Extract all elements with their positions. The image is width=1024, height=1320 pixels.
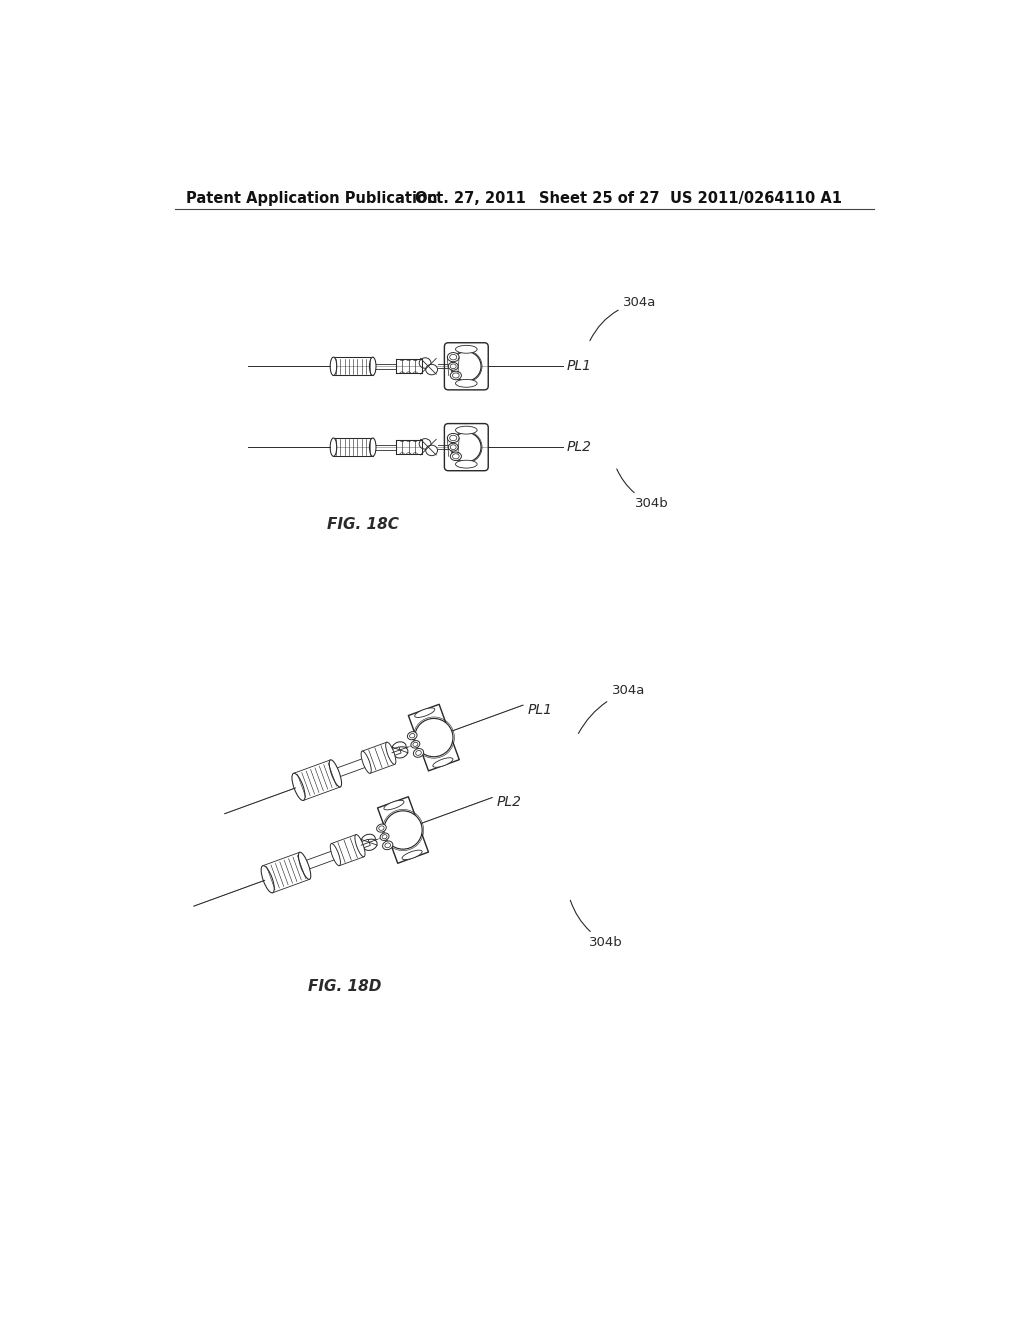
Text: 304a: 304a — [590, 296, 656, 341]
Text: FIG. 18C: FIG. 18C — [327, 516, 399, 532]
Ellipse shape — [355, 834, 365, 857]
Ellipse shape — [449, 363, 458, 370]
Ellipse shape — [392, 742, 407, 754]
Polygon shape — [294, 760, 340, 800]
Ellipse shape — [447, 352, 459, 362]
Text: 304b: 304b — [570, 900, 623, 949]
Polygon shape — [263, 853, 309, 892]
Polygon shape — [409, 705, 459, 771]
Ellipse shape — [451, 364, 456, 368]
Ellipse shape — [408, 731, 417, 739]
Ellipse shape — [447, 433, 459, 442]
Text: Patent Application Publication: Patent Application Publication — [186, 191, 437, 206]
Ellipse shape — [452, 351, 481, 381]
Ellipse shape — [410, 734, 415, 738]
Text: Oct. 27, 2011: Oct. 27, 2011 — [416, 191, 526, 206]
Ellipse shape — [261, 866, 274, 892]
FancyBboxPatch shape — [444, 424, 488, 471]
Polygon shape — [334, 758, 368, 777]
Ellipse shape — [370, 438, 376, 457]
Ellipse shape — [456, 346, 477, 354]
Ellipse shape — [449, 444, 458, 451]
Ellipse shape — [451, 371, 462, 380]
Ellipse shape — [415, 708, 435, 718]
Ellipse shape — [394, 747, 408, 758]
Ellipse shape — [419, 358, 431, 368]
Ellipse shape — [456, 461, 477, 469]
Ellipse shape — [364, 840, 377, 850]
Text: PL1: PL1 — [527, 702, 553, 717]
Polygon shape — [332, 834, 364, 866]
Ellipse shape — [361, 751, 372, 774]
Ellipse shape — [453, 454, 459, 459]
Ellipse shape — [456, 426, 477, 434]
Ellipse shape — [370, 358, 376, 375]
Ellipse shape — [383, 841, 393, 850]
Ellipse shape — [456, 379, 477, 387]
Polygon shape — [303, 850, 337, 870]
Text: 304a: 304a — [579, 684, 645, 734]
Text: FIG. 18D: FIG. 18D — [307, 978, 381, 994]
Ellipse shape — [298, 853, 310, 879]
Text: PL2: PL2 — [566, 440, 592, 454]
Ellipse shape — [384, 800, 404, 810]
Ellipse shape — [377, 824, 386, 832]
Text: US 2011/0264110 A1: US 2011/0264110 A1 — [670, 191, 842, 206]
Ellipse shape — [414, 748, 424, 758]
Ellipse shape — [413, 742, 418, 746]
Ellipse shape — [330, 760, 342, 787]
Text: PL1: PL1 — [566, 359, 592, 374]
Ellipse shape — [382, 834, 387, 838]
Ellipse shape — [292, 774, 305, 800]
Ellipse shape — [330, 358, 337, 375]
Ellipse shape — [411, 741, 420, 748]
Ellipse shape — [386, 742, 396, 764]
Ellipse shape — [433, 758, 453, 767]
Text: 304b: 304b — [616, 469, 669, 511]
Ellipse shape — [450, 436, 457, 441]
Ellipse shape — [402, 850, 422, 859]
Ellipse shape — [416, 751, 421, 755]
Ellipse shape — [331, 843, 340, 866]
Polygon shape — [378, 797, 428, 863]
Ellipse shape — [361, 834, 376, 846]
Ellipse shape — [426, 445, 437, 455]
FancyBboxPatch shape — [444, 343, 488, 389]
Ellipse shape — [452, 433, 481, 462]
Ellipse shape — [380, 833, 389, 841]
Ellipse shape — [415, 718, 453, 756]
Polygon shape — [362, 742, 395, 774]
Ellipse shape — [451, 445, 456, 450]
Ellipse shape — [379, 826, 384, 830]
Ellipse shape — [330, 438, 337, 457]
Polygon shape — [390, 747, 401, 756]
Ellipse shape — [450, 354, 457, 360]
Polygon shape — [358, 840, 371, 849]
Ellipse shape — [426, 364, 437, 375]
Ellipse shape — [419, 438, 431, 449]
Text: PL2: PL2 — [497, 795, 522, 809]
Ellipse shape — [453, 374, 459, 378]
Ellipse shape — [385, 843, 390, 847]
Text: Sheet 25 of 27: Sheet 25 of 27 — [539, 191, 659, 206]
Ellipse shape — [451, 451, 462, 461]
Ellipse shape — [384, 810, 422, 849]
